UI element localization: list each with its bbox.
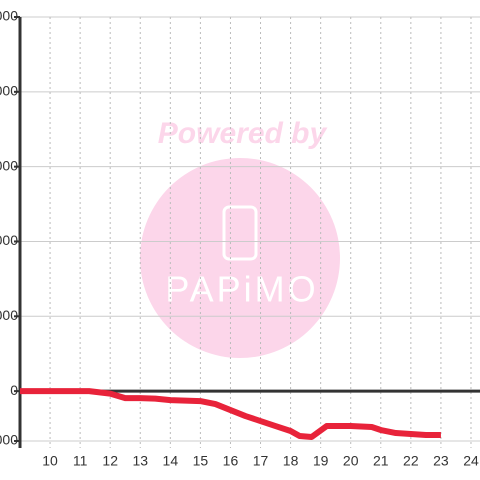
y-tick-label: 90,000 (0, 157, 18, 173)
x-tick-label: 10 (42, 453, 58, 469)
x-tick-label: 13 (132, 453, 148, 469)
y-tick-label: 60,000 (0, 232, 18, 248)
x-tick-label: 12 (102, 453, 118, 469)
y-tick-label: -20,000 (0, 432, 18, 448)
y-tick-label: 120,000 (0, 83, 18, 99)
y-tick-label: 150,000 (0, 8, 18, 24)
x-tick-label: 19 (313, 453, 329, 469)
watermark-text: Powered by (158, 117, 328, 150)
watermark: Powered by PAPiMO (140, 117, 340, 358)
x-tick-label: 14 (163, 453, 179, 469)
x-tick-label: 23 (433, 453, 449, 469)
x-tick-label: 24 (463, 453, 479, 469)
y-tick-label: 30,000 (0, 307, 18, 323)
x-tick-label: 11 (73, 453, 88, 469)
x-tick-label: 20 (343, 453, 359, 469)
data-line (20, 388, 441, 441)
x-tick-label: 22 (403, 453, 419, 469)
x-tick-label: 16 (223, 453, 239, 469)
x-tick-label: 15 (193, 453, 209, 469)
x-tick-label: 21 (373, 453, 389, 469)
watermark-logo: PAPiMO (165, 269, 318, 310)
x-tick-label: 18 (283, 453, 299, 469)
phone-icon (222, 205, 258, 261)
y-tick-label: 0 (10, 382, 18, 398)
x-tick-label: 17 (253, 453, 269, 469)
